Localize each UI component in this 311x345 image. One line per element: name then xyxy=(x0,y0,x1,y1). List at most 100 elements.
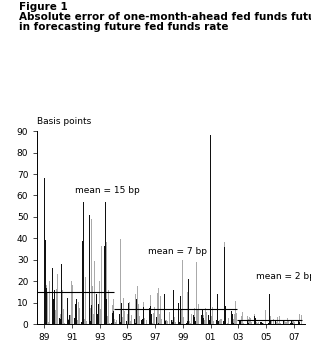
Bar xyxy=(111,323,112,324)
Bar xyxy=(91,219,92,324)
Bar xyxy=(93,314,94,324)
Bar xyxy=(298,321,299,324)
Bar xyxy=(67,298,68,324)
Bar xyxy=(103,283,104,324)
Bar xyxy=(106,299,107,324)
Bar xyxy=(52,303,53,324)
Bar xyxy=(184,318,185,324)
Bar xyxy=(285,322,286,324)
Bar xyxy=(225,306,226,324)
Bar xyxy=(127,314,128,324)
Bar xyxy=(115,322,116,324)
Bar xyxy=(109,323,110,324)
Bar xyxy=(277,317,278,324)
Bar xyxy=(72,285,73,324)
Bar xyxy=(151,322,152,324)
Bar xyxy=(258,322,259,324)
Bar xyxy=(116,321,117,324)
Bar xyxy=(60,315,61,324)
Bar xyxy=(74,318,75,324)
Bar xyxy=(205,308,206,324)
Bar xyxy=(256,322,257,324)
Bar xyxy=(87,312,88,324)
Bar xyxy=(232,322,233,324)
Bar xyxy=(134,318,135,324)
Bar xyxy=(48,322,49,324)
Bar xyxy=(220,319,221,324)
Bar xyxy=(79,308,80,324)
Bar xyxy=(261,322,262,324)
Bar xyxy=(244,321,245,324)
Bar xyxy=(121,319,122,324)
Bar xyxy=(280,323,281,324)
Bar xyxy=(255,317,256,324)
Bar xyxy=(223,321,224,324)
Bar xyxy=(159,314,160,324)
Bar xyxy=(147,320,148,324)
Bar xyxy=(108,290,109,324)
Bar xyxy=(54,290,55,324)
Bar xyxy=(171,320,172,324)
Bar xyxy=(228,318,229,324)
Bar xyxy=(89,311,90,324)
Bar xyxy=(284,321,285,324)
Bar xyxy=(150,295,151,324)
Bar xyxy=(146,321,147,324)
Bar xyxy=(247,321,248,324)
Bar xyxy=(99,282,100,324)
Text: mean = 2 bp: mean = 2 bp xyxy=(256,272,311,282)
Bar xyxy=(172,321,173,324)
Bar xyxy=(189,321,190,324)
Bar xyxy=(101,246,102,324)
Bar xyxy=(90,321,91,324)
Bar xyxy=(262,323,263,324)
Bar xyxy=(84,319,85,324)
Bar xyxy=(112,313,113,324)
Bar xyxy=(196,262,197,324)
Bar xyxy=(211,316,212,324)
Bar xyxy=(139,316,140,324)
Bar xyxy=(241,316,242,324)
Bar xyxy=(219,320,220,324)
Bar xyxy=(105,202,106,324)
Bar xyxy=(163,315,164,324)
Bar xyxy=(166,320,167,324)
Bar xyxy=(158,288,159,324)
Bar xyxy=(271,320,272,324)
Bar xyxy=(107,316,108,324)
Bar xyxy=(202,309,203,324)
Bar xyxy=(283,321,284,324)
Bar xyxy=(71,282,72,324)
Bar xyxy=(238,257,239,324)
Bar xyxy=(167,321,168,324)
Bar xyxy=(78,302,79,324)
Bar xyxy=(82,241,83,324)
Bar xyxy=(208,315,209,324)
Bar xyxy=(187,292,188,324)
Bar xyxy=(135,323,136,324)
Bar xyxy=(52,268,53,324)
Bar xyxy=(218,322,219,324)
Bar xyxy=(83,315,84,324)
Bar xyxy=(128,323,129,324)
Bar xyxy=(296,321,297,324)
Bar xyxy=(195,321,196,324)
Text: in forecasting future fed funds rate: in forecasting future fed funds rate xyxy=(19,22,228,32)
Bar xyxy=(49,281,50,324)
Bar xyxy=(210,135,211,324)
Bar xyxy=(268,323,269,324)
Bar xyxy=(235,301,236,324)
Bar xyxy=(269,316,270,324)
Bar xyxy=(169,312,170,324)
Bar xyxy=(174,317,175,324)
Bar xyxy=(56,289,57,324)
Bar xyxy=(151,314,152,324)
Bar xyxy=(242,312,243,324)
Bar xyxy=(203,315,204,324)
Bar xyxy=(213,321,214,324)
Bar xyxy=(240,321,241,324)
Bar xyxy=(250,318,251,324)
Bar xyxy=(85,277,86,324)
Bar xyxy=(286,322,287,324)
Bar xyxy=(53,299,54,324)
